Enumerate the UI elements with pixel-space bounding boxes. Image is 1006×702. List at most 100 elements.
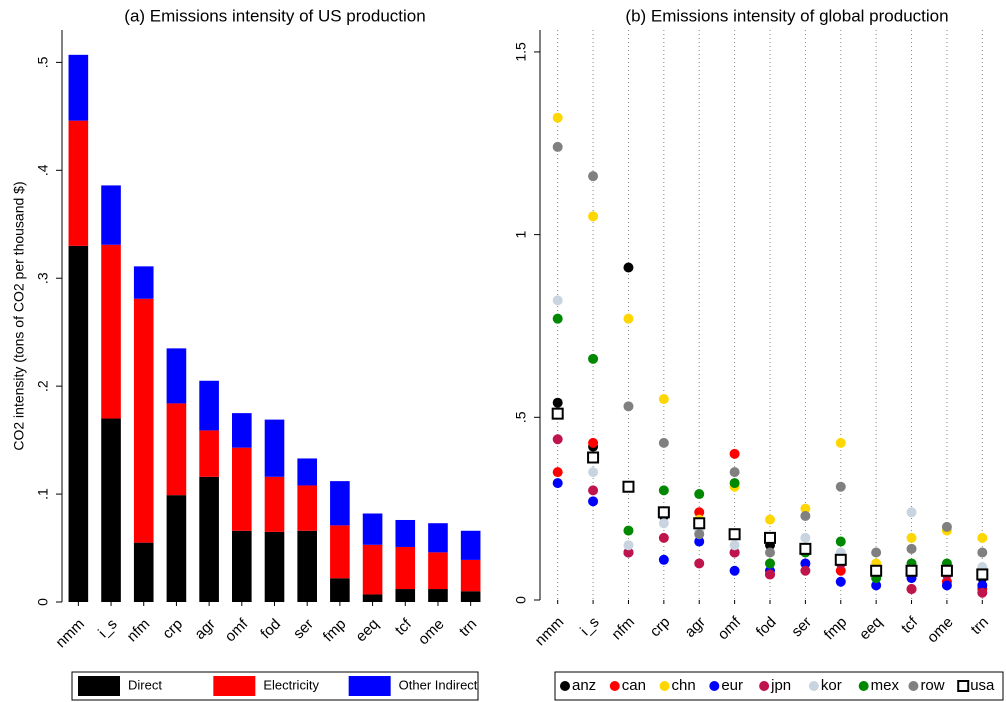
x-tick-label: ome xyxy=(924,614,957,647)
point xyxy=(694,536,705,547)
bar-segment xyxy=(428,523,448,553)
bar-segment xyxy=(264,419,285,477)
point xyxy=(588,496,599,507)
bar-segment xyxy=(68,54,89,121)
bar-segment xyxy=(199,380,219,431)
bar-segment xyxy=(330,481,350,526)
x-tick-label: omf xyxy=(222,615,252,645)
bar-segment xyxy=(232,413,252,448)
x-tick-label: nfm xyxy=(608,614,638,644)
point xyxy=(587,451,600,464)
point xyxy=(871,547,882,558)
point xyxy=(765,547,775,558)
point xyxy=(588,171,599,182)
legend-box xyxy=(71,671,479,701)
point xyxy=(694,507,705,518)
point xyxy=(693,517,706,530)
x-tick-label: nmm xyxy=(52,616,88,652)
point xyxy=(765,558,775,569)
x-tick-label: eeq xyxy=(856,614,886,644)
bar-segment xyxy=(330,525,350,579)
point xyxy=(906,543,917,554)
bar-segment xyxy=(362,594,383,602)
bar-segment xyxy=(133,542,154,602)
point xyxy=(588,437,599,448)
point xyxy=(977,587,988,598)
point xyxy=(906,532,917,543)
x-tick-label: agr xyxy=(682,614,709,641)
y-tick-label: 0 xyxy=(513,596,529,604)
point xyxy=(552,112,563,123)
bar-segment xyxy=(166,495,187,602)
bar-segment xyxy=(264,531,285,602)
point xyxy=(552,434,563,445)
bar-segment xyxy=(199,430,219,477)
bar-segment xyxy=(330,578,350,602)
point xyxy=(588,353,599,364)
point xyxy=(870,564,883,577)
bar-segment xyxy=(395,519,416,547)
point xyxy=(658,485,669,496)
point xyxy=(835,437,846,448)
point xyxy=(799,542,812,555)
point xyxy=(623,262,634,273)
y-tick-label: .5 xyxy=(35,56,51,68)
bar-segment xyxy=(133,298,154,543)
x-tick-label: trn xyxy=(968,614,992,638)
x-tick-label: agr xyxy=(191,616,218,643)
bar-segment xyxy=(101,185,121,245)
bar-segment xyxy=(68,245,89,602)
bar-segment xyxy=(297,530,317,602)
point xyxy=(940,564,953,577)
point xyxy=(941,580,952,591)
point xyxy=(871,580,882,591)
x-tick-label: fod xyxy=(257,616,284,643)
legend-marker xyxy=(709,681,720,691)
legend-label: can xyxy=(622,677,646,694)
point xyxy=(729,540,740,551)
legend-marker xyxy=(858,681,869,691)
x-tick-label: fmp xyxy=(821,614,851,644)
point xyxy=(658,554,669,565)
point xyxy=(906,507,917,518)
point xyxy=(835,536,846,547)
point xyxy=(658,532,669,543)
chart-title: (a) Emissions intensity of US production xyxy=(124,6,425,25)
x-tick-label: eeq xyxy=(352,616,382,646)
point xyxy=(552,478,563,489)
bar-segment xyxy=(362,513,383,545)
point xyxy=(588,211,599,222)
y-tick-label: 1.5 xyxy=(513,42,529,62)
point xyxy=(658,394,669,405)
point xyxy=(623,540,634,551)
point xyxy=(623,313,634,324)
x-tick-label: fmp xyxy=(320,616,350,646)
bar-segment xyxy=(199,476,219,602)
bar-segment xyxy=(428,552,448,590)
x-tick-label: tcf xyxy=(392,615,416,639)
legend-swatch xyxy=(213,676,256,696)
point xyxy=(588,467,599,478)
x-tick-label: crp xyxy=(159,616,186,643)
point xyxy=(622,480,635,493)
bar-segment xyxy=(395,546,416,590)
point xyxy=(658,518,669,529)
x-tick-label: nmm xyxy=(532,614,568,650)
point xyxy=(552,313,563,324)
point xyxy=(552,295,563,306)
point xyxy=(552,397,563,408)
x-tick-label: ome xyxy=(415,616,448,649)
point xyxy=(977,547,988,558)
y-tick-label: .3 xyxy=(35,272,51,284)
bar-segment xyxy=(395,589,416,602)
x-tick-label: fod xyxy=(753,614,780,641)
legend-swatch xyxy=(78,676,120,696)
point xyxy=(694,558,705,569)
bar-segment xyxy=(101,418,121,602)
x-tick-label: i_s xyxy=(577,614,603,640)
x-tick-label: i_s xyxy=(95,616,121,642)
point xyxy=(623,525,634,536)
point xyxy=(623,547,634,558)
bar-segment xyxy=(428,589,448,602)
bar-segment xyxy=(297,485,317,531)
